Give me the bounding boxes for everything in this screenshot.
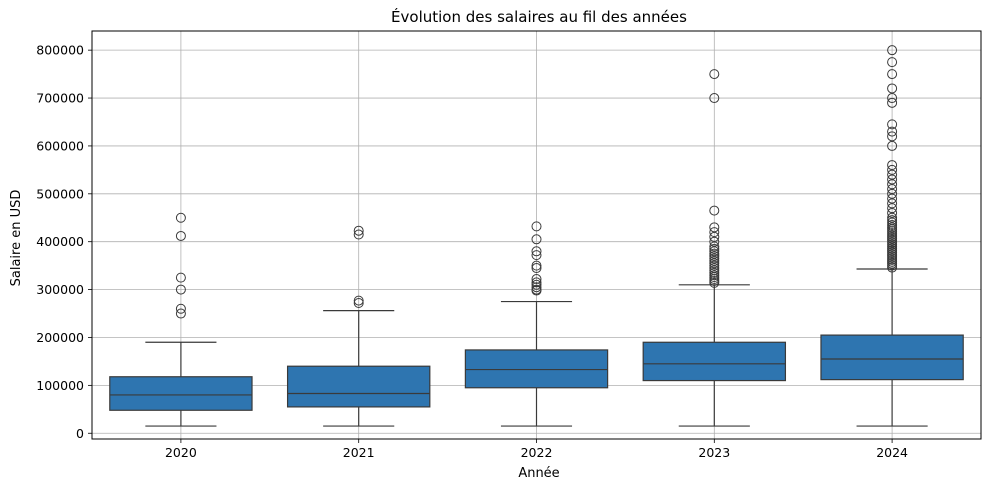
outlier-point [887, 212, 898, 223]
y-tick-label: 100000 [36, 378, 84, 393]
outlier-point [709, 231, 720, 242]
outlier-point [887, 93, 898, 104]
outlier-point [887, 69, 898, 80]
box-2021 [286, 225, 431, 427]
outlier-point [175, 212, 186, 223]
box-iqr [109, 376, 253, 411]
outlier-point [709, 69, 720, 80]
outlier-point [887, 126, 898, 137]
outlier-point [709, 253, 720, 264]
outlier-point [531, 284, 542, 295]
box-2022 [464, 221, 609, 427]
outlier-point [887, 45, 898, 56]
outlier-point [887, 188, 898, 199]
outlier-point [887, 215, 898, 226]
y-tick-label: 400000 [36, 234, 84, 249]
plot-frame [91, 30, 982, 440]
outlier-point [887, 207, 898, 218]
outlier-point [709, 205, 720, 216]
outlier-point [887, 160, 898, 171]
outlier-point [353, 225, 364, 236]
outlier-point [887, 217, 898, 228]
outlier-point [887, 131, 898, 142]
outlier-point [709, 222, 720, 233]
x-tick-label: 2024 [876, 445, 908, 460]
x-tick-label: 2021 [343, 445, 375, 460]
outlier-point [531, 263, 542, 274]
y-tick-label: 200000 [36, 330, 84, 345]
y-tick-label: 800000 [36, 43, 84, 58]
boxes-layer [109, 45, 964, 427]
outlier-point [709, 93, 720, 104]
box-iqr [464, 349, 609, 389]
chart-title: Évolution des salaires au fil des années [391, 7, 687, 26]
ticks-layer: 0 100000 200000 300000 400000 500000 600000 700… [36, 43, 908, 460]
outlier-point [887, 174, 898, 185]
outlier-point [887, 164, 898, 175]
box-2024 [820, 45, 964, 427]
y-tick-label: 0 [76, 426, 84, 441]
y-tick-label: 300000 [36, 282, 84, 297]
outlier-point [887, 83, 898, 94]
x-tick-label: 2020 [165, 445, 197, 460]
outlier-point [175, 230, 186, 241]
outlier-point [709, 243, 720, 254]
box-iqr [286, 365, 431, 408]
outlier-point [887, 57, 898, 68]
outlier-point [709, 270, 720, 281]
outlier-point [531, 234, 542, 245]
outlier-point [531, 274, 542, 285]
outlier-point [887, 184, 898, 195]
outlier-point [531, 246, 542, 257]
outlier-point [175, 308, 186, 319]
outlier-point [531, 279, 542, 290]
outlier-point [887, 179, 898, 190]
outlier-point [709, 258, 720, 269]
outlier-point [887, 193, 898, 204]
outlier-point [175, 284, 186, 295]
x-tick-label: 2022 [521, 445, 553, 460]
outlier-point [709, 246, 720, 257]
outlier-point [531, 260, 542, 271]
outlier-point [531, 277, 542, 288]
outlier-point [353, 298, 364, 308]
outlier-point [887, 198, 898, 209]
outlier-point [709, 263, 720, 274]
box-iqr [820, 334, 964, 381]
outlier-point [709, 227, 720, 238]
outlier-point [709, 267, 720, 278]
outlier-point [709, 260, 720, 271]
outlier-point [531, 250, 542, 261]
outlier-point [887, 219, 898, 230]
outlier-point [709, 251, 720, 262]
box-2020 [109, 212, 253, 427]
outlier-point [709, 236, 720, 247]
x-tick-label: 2023 [698, 445, 730, 460]
outlier-point [353, 229, 364, 240]
outlier-point [887, 97, 898, 108]
y-axis-label: Salaire en USD [9, 190, 24, 287]
outlier-point [887, 119, 898, 130]
box-iqr [642, 341, 787, 382]
outlier-point [709, 241, 720, 252]
outlier-point [709, 248, 720, 259]
y-tick-label: 500000 [36, 186, 84, 201]
outlier-point [709, 265, 720, 276]
outlier-point [175, 272, 186, 283]
outlier-point [175, 303, 186, 314]
outlier-point [887, 203, 898, 214]
outlier-point [887, 140, 898, 151]
box-2023 [642, 69, 787, 427]
outlier-point [531, 221, 542, 232]
outlier-point [887, 222, 898, 233]
outlier-point [709, 255, 720, 266]
y-tick-label: 600000 [36, 138, 84, 153]
x-axis-label: Année [518, 466, 559, 481]
outlier-point [887, 169, 898, 180]
y-tick-label: 700000 [36, 91, 84, 106]
outlier-point [531, 282, 542, 293]
outlier-point [353, 295, 364, 306]
